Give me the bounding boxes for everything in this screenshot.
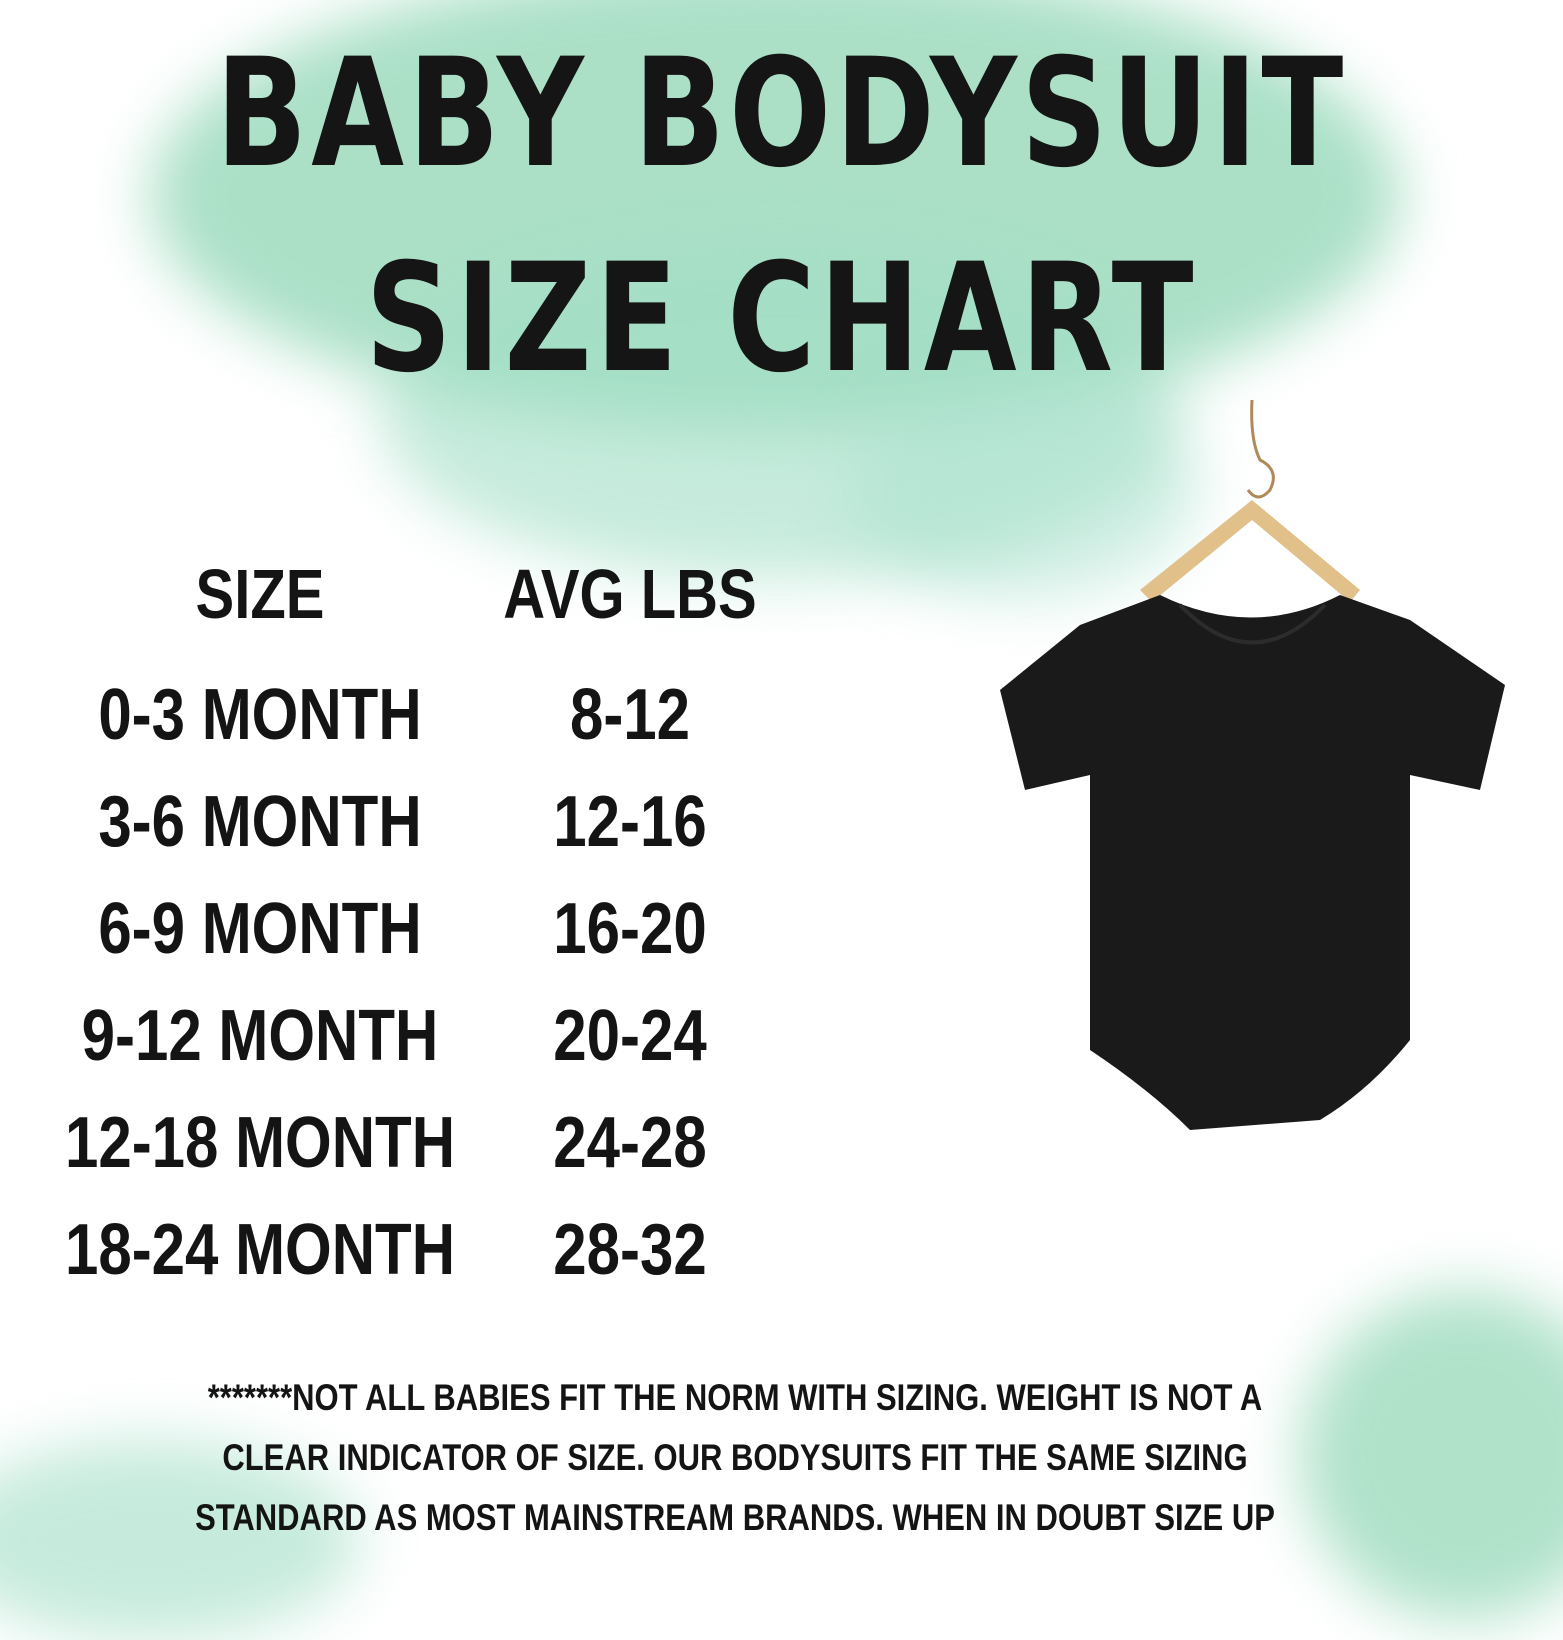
- bodysuit-collar: [1178, 603, 1327, 645]
- hanger-hook: [1246, 399, 1275, 499]
- size-cell: 12-18 MONTH: [64, 1102, 456, 1183]
- size-cell: 9-12 MONTH: [81, 995, 439, 1076]
- lbs-cell: 28-32: [553, 1209, 707, 1290]
- lbs-cell: 20-24: [553, 995, 707, 1076]
- size-cell: 0-3 MONTH: [98, 674, 422, 755]
- header-size: SIZE: [195, 555, 325, 634]
- footnote: *******NOT ALL BABIES FIT THE NORM WITH …: [195, 1376, 1275, 1539]
- bodysuit: [1000, 595, 1505, 1130]
- title-line-1: BABY BODYSUIT: [215, 27, 1348, 202]
- bodysuit-on-hanger-image: [1000, 399, 1505, 1130]
- lbs-cell: 12-16: [553, 781, 707, 862]
- lbs-cell: 16-20: [553, 888, 707, 969]
- size-cell: 3-6 MONTH: [98, 781, 422, 862]
- lbs-cell: 8-12: [569, 674, 691, 755]
- title-line-2: SIZE CHART: [365, 232, 1198, 407]
- header-avg-lbs: AVG LBS: [503, 555, 757, 634]
- hanger: [1140, 500, 1360, 602]
- lbs-cell: 24-28: [553, 1102, 707, 1183]
- size-cell: 18-24 MONTH: [64, 1209, 456, 1290]
- size-cell: 6-9 MONTH: [98, 888, 422, 969]
